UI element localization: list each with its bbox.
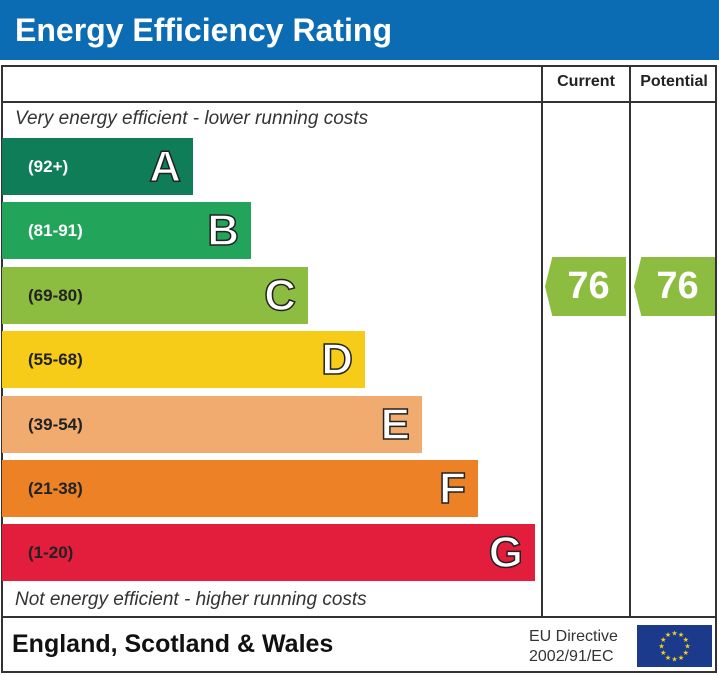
divider [541, 65, 543, 617]
band-letter: A [148, 141, 181, 192]
potential-rating-arrow: 76 [634, 257, 715, 316]
directive-line1: EU Directive [529, 628, 618, 645]
svg-text:★: ★ [683, 636, 689, 644]
bottom-note: Not energy efficient - higher running co… [15, 589, 367, 610]
divider [1, 101, 717, 103]
svg-text:★: ★ [665, 654, 671, 662]
svg-text:★: ★ [660, 649, 666, 657]
eu-directive: EU Directive 2002/91/EC [529, 627, 618, 667]
current-rating-arrow: 76 [545, 257, 626, 316]
band-range: (69-80) [28, 285, 83, 305]
chart-title: Energy Efficiency Rating [0, 0, 719, 60]
svg-text:★: ★ [671, 656, 677, 664]
band-range: (39-54) [28, 414, 83, 434]
band-letter: F [438, 463, 466, 514]
svg-text:★: ★ [658, 643, 664, 651]
band-d: (55-68) D [2, 331, 365, 389]
eu-flag-icon: ★★★★★★★★★ ★ ★★ [637, 625, 712, 667]
band-a: (92+) A [2, 138, 193, 195]
directive-line2: 2002/91/EC [529, 648, 614, 665]
divider [1, 616, 717, 618]
band-range: (92+) [28, 157, 69, 176]
country-label: England, Scotland & Wales [12, 630, 334, 658]
band-e: (39-54) E [2, 395, 422, 453]
svg-text:★: ★ [660, 636, 666, 644]
svg-text:★: ★ [683, 649, 689, 657]
divider [629, 65, 631, 617]
potential-column-header: Potential [640, 73, 708, 90]
band-range: (81-91) [28, 221, 83, 241]
current-column-header: Current [557, 73, 615, 90]
top-note: Very energy efficient - lower running co… [15, 108, 369, 129]
svg-text:★: ★ [684, 643, 690, 651]
band-range: (55-68) [28, 350, 83, 370]
svg-text:★: ★ [678, 631, 684, 639]
band-c: (69-80) C [2, 266, 308, 324]
band-b: (81-91) B [2, 202, 251, 260]
svg-text:★: ★ [665, 631, 671, 639]
band-range: (1-20) [28, 543, 74, 563]
svg-text:★: ★ [671, 630, 677, 638]
band-range: (21-38) [28, 479, 83, 498]
band-g: (1-20) G [2, 524, 535, 582]
band-letter: C [263, 270, 296, 321]
band-letter: G [488, 528, 524, 579]
band-letter: E [380, 399, 411, 450]
band-letter: B [206, 206, 239, 257]
band-letter: D [320, 334, 353, 385]
svg-text:★: ★ [678, 654, 684, 662]
band-f: (21-38) F [2, 460, 478, 517]
